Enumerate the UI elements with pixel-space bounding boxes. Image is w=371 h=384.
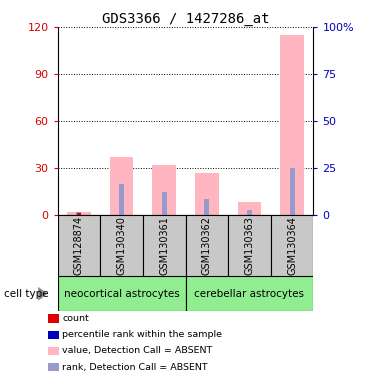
Text: GSM130363: GSM130363 xyxy=(244,216,255,275)
Bar xyxy=(100,215,143,276)
Bar xyxy=(76,212,81,215)
Text: GSM130362: GSM130362 xyxy=(202,216,212,275)
Bar xyxy=(77,213,81,215)
Bar xyxy=(58,215,100,276)
Polygon shape xyxy=(38,287,47,301)
Bar xyxy=(186,215,228,276)
Text: GSM128874: GSM128874 xyxy=(74,216,84,275)
Text: cell type: cell type xyxy=(4,289,48,299)
Bar xyxy=(152,165,176,215)
Text: value, Detection Call = ABSENT: value, Detection Call = ABSENT xyxy=(62,346,213,356)
Bar xyxy=(228,215,271,276)
Bar xyxy=(271,215,313,276)
Text: GSM130361: GSM130361 xyxy=(159,216,169,275)
Bar xyxy=(58,276,186,311)
Text: cerebellar astrocytes: cerebellar astrocytes xyxy=(194,289,305,299)
Text: rank, Detection Call = ABSENT: rank, Detection Call = ABSENT xyxy=(62,362,208,372)
Text: percentile rank within the sample: percentile rank within the sample xyxy=(62,330,222,339)
Bar xyxy=(186,276,313,311)
Bar xyxy=(162,192,167,215)
Text: GSM130364: GSM130364 xyxy=(287,216,297,275)
Title: GDS3366 / 1427286_at: GDS3366 / 1427286_at xyxy=(102,12,269,26)
Bar xyxy=(238,202,261,215)
Bar xyxy=(119,184,124,215)
Text: GSM130340: GSM130340 xyxy=(116,216,127,275)
Bar xyxy=(280,35,304,215)
Bar xyxy=(110,157,133,215)
Bar xyxy=(204,199,209,215)
Bar xyxy=(143,215,186,276)
Bar xyxy=(290,168,295,215)
Text: count: count xyxy=(62,314,89,323)
Bar xyxy=(247,210,252,215)
Bar xyxy=(67,212,91,215)
Text: neocortical astrocytes: neocortical astrocytes xyxy=(64,289,179,299)
Bar xyxy=(195,173,219,215)
